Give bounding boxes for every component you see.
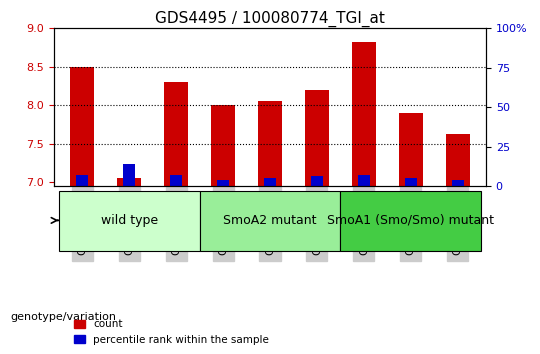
Text: genotype/variation: genotype/variation — [11, 312, 117, 322]
Bar — [170, 175, 182, 186]
Text: wild type: wild type — [100, 214, 158, 227]
Legend: count, percentile rank within the sample: count, percentile rank within the sample — [70, 315, 273, 349]
Bar — [123, 164, 135, 186]
Text: SmoA2 mutant: SmoA2 mutant — [223, 214, 317, 227]
Bar — [70, 67, 94, 186]
Title: GDS4495 / 100080774_TGI_at: GDS4495 / 100080774_TGI_at — [155, 11, 385, 27]
Bar — [311, 177, 323, 186]
Bar — [117, 178, 141, 186]
Bar — [305, 90, 329, 186]
FancyBboxPatch shape — [59, 191, 200, 251]
Bar — [211, 105, 235, 186]
FancyBboxPatch shape — [340, 191, 481, 251]
Bar — [358, 175, 370, 186]
Bar — [76, 175, 88, 186]
Bar — [452, 179, 464, 186]
Bar — [399, 113, 423, 186]
Bar — [164, 82, 188, 186]
FancyBboxPatch shape — [200, 191, 340, 251]
Bar — [405, 178, 417, 186]
Text: SmoA1 (Smo/Smo) mutant: SmoA1 (Smo/Smo) mutant — [327, 214, 494, 227]
Bar — [352, 42, 376, 186]
Bar — [264, 178, 276, 186]
Bar — [258, 101, 282, 186]
Bar — [446, 135, 470, 186]
Bar — [217, 179, 229, 186]
